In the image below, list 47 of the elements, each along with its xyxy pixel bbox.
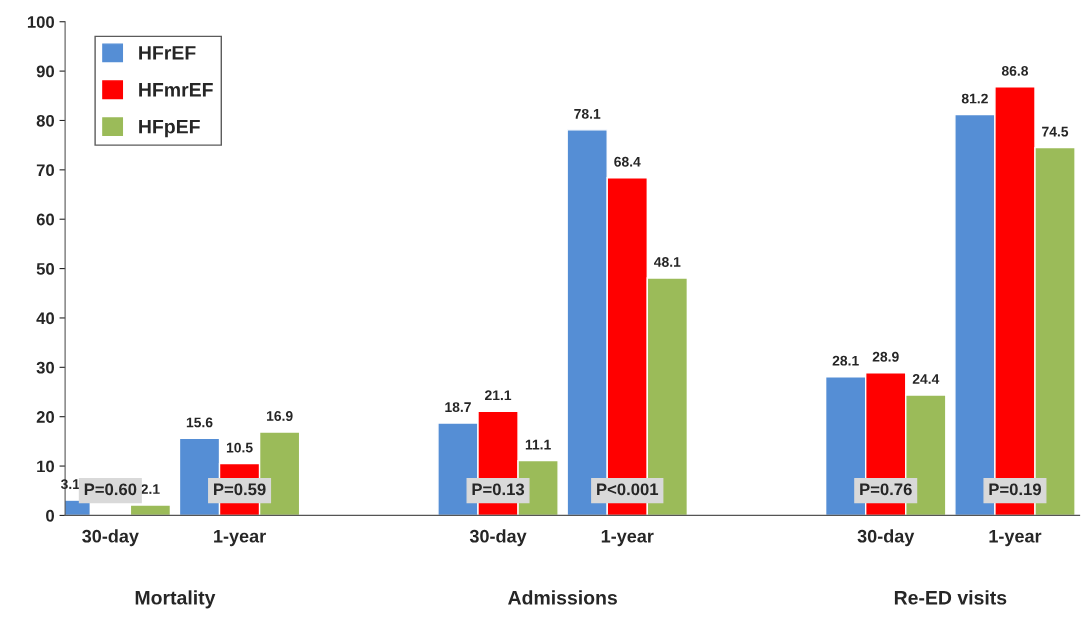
data-label: 11.1: [525, 439, 551, 450]
annotation: P<0.001: [597, 483, 659, 496]
y-tick-label: 70: [36, 164, 54, 177]
y-tick-label: 0: [46, 509, 54, 522]
bar: [129, 504, 172, 516]
data-label: 21.1: [485, 390, 512, 401]
x-tick-label: 1-year: [989, 529, 1042, 547]
data-label: 15.6: [186, 417, 213, 428]
x-tick-label: 30-day: [469, 529, 527, 547]
data-label: 81.2: [961, 93, 988, 104]
y-tick-label: 40: [36, 312, 54, 325]
data-label: 48.1: [654, 257, 681, 267]
data-label: 2.1: [141, 484, 160, 494]
legend-label: HFmrEF: [139, 83, 213, 97]
text: Mortality: [135, 590, 216, 609]
y-tick-label: 100: [27, 16, 54, 28]
legend-label: HFpEF: [139, 119, 200, 138]
data-label: 78.1: [574, 108, 601, 119]
data-label: 24.4: [912, 374, 940, 384]
data-label: 86.8: [1001, 65, 1029, 76]
x-tick-label: 30-day: [857, 529, 915, 547]
y-tick-label: 30: [36, 361, 54, 374]
data-label: 74.5: [1042, 126, 1069, 137]
data-label: 28.1: [832, 355, 859, 366]
data-label: 16.9: [266, 411, 293, 421]
annotation: P=0.19: [989, 483, 1041, 496]
legend-label: HFrEF: [139, 46, 196, 60]
y-tick-label: 10: [37, 460, 54, 473]
data-label: 68.4: [614, 156, 641, 167]
annotation: P=0.59: [214, 483, 266, 496]
annotation: P=0.60: [84, 483, 137, 496]
data-label: 3.1: [60, 479, 80, 490]
x-tick-label: 1-year: [214, 529, 266, 547]
x-tick-label: 30-day: [82, 529, 139, 547]
y-tick-label: 60: [36, 213, 54, 226]
text: Admissions: [508, 590, 617, 605]
data-label: 10.5: [226, 442, 253, 453]
y-tick-label: 20: [36, 411, 54, 423]
text: Re-ED visits: [894, 590, 1007, 605]
annotation: P=0.13: [472, 483, 525, 496]
data-label: 18.7: [445, 402, 471, 413]
y-tick-label: 90: [36, 65, 54, 78]
data-label: 28.9: [872, 351, 899, 362]
y-tick-label: 80: [36, 114, 54, 127]
x-tick-label: 1-year: [601, 529, 654, 547]
y-tick-label: 50: [36, 262, 54, 275]
annotation: P=0.76: [860, 483, 912, 496]
